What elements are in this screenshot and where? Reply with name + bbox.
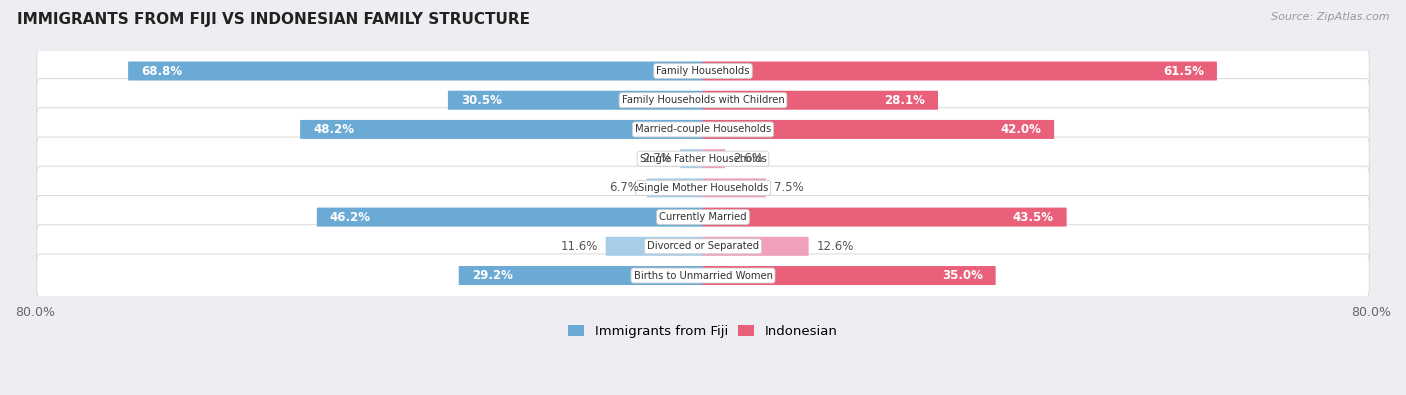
Text: 12.6%: 12.6%	[817, 240, 853, 253]
Text: Single Mother Households: Single Mother Households	[638, 183, 768, 193]
Text: Single Father Households: Single Father Households	[640, 154, 766, 164]
FancyBboxPatch shape	[316, 208, 703, 227]
FancyBboxPatch shape	[299, 120, 703, 139]
Text: 7.5%: 7.5%	[773, 181, 804, 194]
Text: Currently Married: Currently Married	[659, 212, 747, 222]
Text: Divorced or Separated: Divorced or Separated	[647, 241, 759, 251]
FancyBboxPatch shape	[703, 120, 1054, 139]
Text: 30.5%: 30.5%	[461, 94, 502, 107]
FancyBboxPatch shape	[606, 237, 703, 256]
Legend: Immigrants from Fiji, Indonesian: Immigrants from Fiji, Indonesian	[562, 320, 844, 343]
Text: Source: ZipAtlas.com: Source: ZipAtlas.com	[1271, 12, 1389, 22]
Text: 46.2%: 46.2%	[330, 211, 371, 224]
Text: 2.7%: 2.7%	[643, 152, 672, 165]
Text: Married-couple Households: Married-couple Households	[636, 124, 770, 134]
FancyBboxPatch shape	[37, 137, 1369, 180]
FancyBboxPatch shape	[458, 266, 703, 285]
FancyBboxPatch shape	[703, 62, 1218, 81]
FancyBboxPatch shape	[37, 166, 1369, 209]
Text: 35.0%: 35.0%	[942, 269, 983, 282]
FancyBboxPatch shape	[681, 149, 703, 168]
Text: 6.7%: 6.7%	[609, 181, 638, 194]
Text: 48.2%: 48.2%	[314, 123, 354, 136]
Text: Births to Unmarried Women: Births to Unmarried Women	[634, 271, 772, 280]
Text: 68.8%: 68.8%	[141, 64, 183, 77]
Text: Family Households: Family Households	[657, 66, 749, 76]
FancyBboxPatch shape	[703, 179, 766, 198]
Text: 11.6%: 11.6%	[561, 240, 598, 253]
FancyBboxPatch shape	[703, 149, 725, 168]
FancyBboxPatch shape	[703, 237, 808, 256]
FancyBboxPatch shape	[37, 79, 1369, 122]
Text: 29.2%: 29.2%	[471, 269, 513, 282]
FancyBboxPatch shape	[703, 208, 1067, 227]
Text: 2.6%: 2.6%	[733, 152, 763, 165]
FancyBboxPatch shape	[703, 266, 995, 285]
Text: 28.1%: 28.1%	[884, 94, 925, 107]
FancyBboxPatch shape	[37, 108, 1369, 151]
FancyBboxPatch shape	[449, 91, 703, 110]
Text: Family Households with Children: Family Households with Children	[621, 95, 785, 105]
Text: 43.5%: 43.5%	[1012, 211, 1053, 224]
FancyBboxPatch shape	[37, 254, 1369, 297]
FancyBboxPatch shape	[37, 225, 1369, 268]
FancyBboxPatch shape	[37, 196, 1369, 239]
FancyBboxPatch shape	[37, 49, 1369, 92]
FancyBboxPatch shape	[647, 179, 703, 198]
FancyBboxPatch shape	[703, 91, 938, 110]
Text: 61.5%: 61.5%	[1163, 64, 1204, 77]
FancyBboxPatch shape	[128, 62, 703, 81]
Text: IMMIGRANTS FROM FIJI VS INDONESIAN FAMILY STRUCTURE: IMMIGRANTS FROM FIJI VS INDONESIAN FAMIL…	[17, 12, 530, 27]
Text: 42.0%: 42.0%	[1000, 123, 1042, 136]
